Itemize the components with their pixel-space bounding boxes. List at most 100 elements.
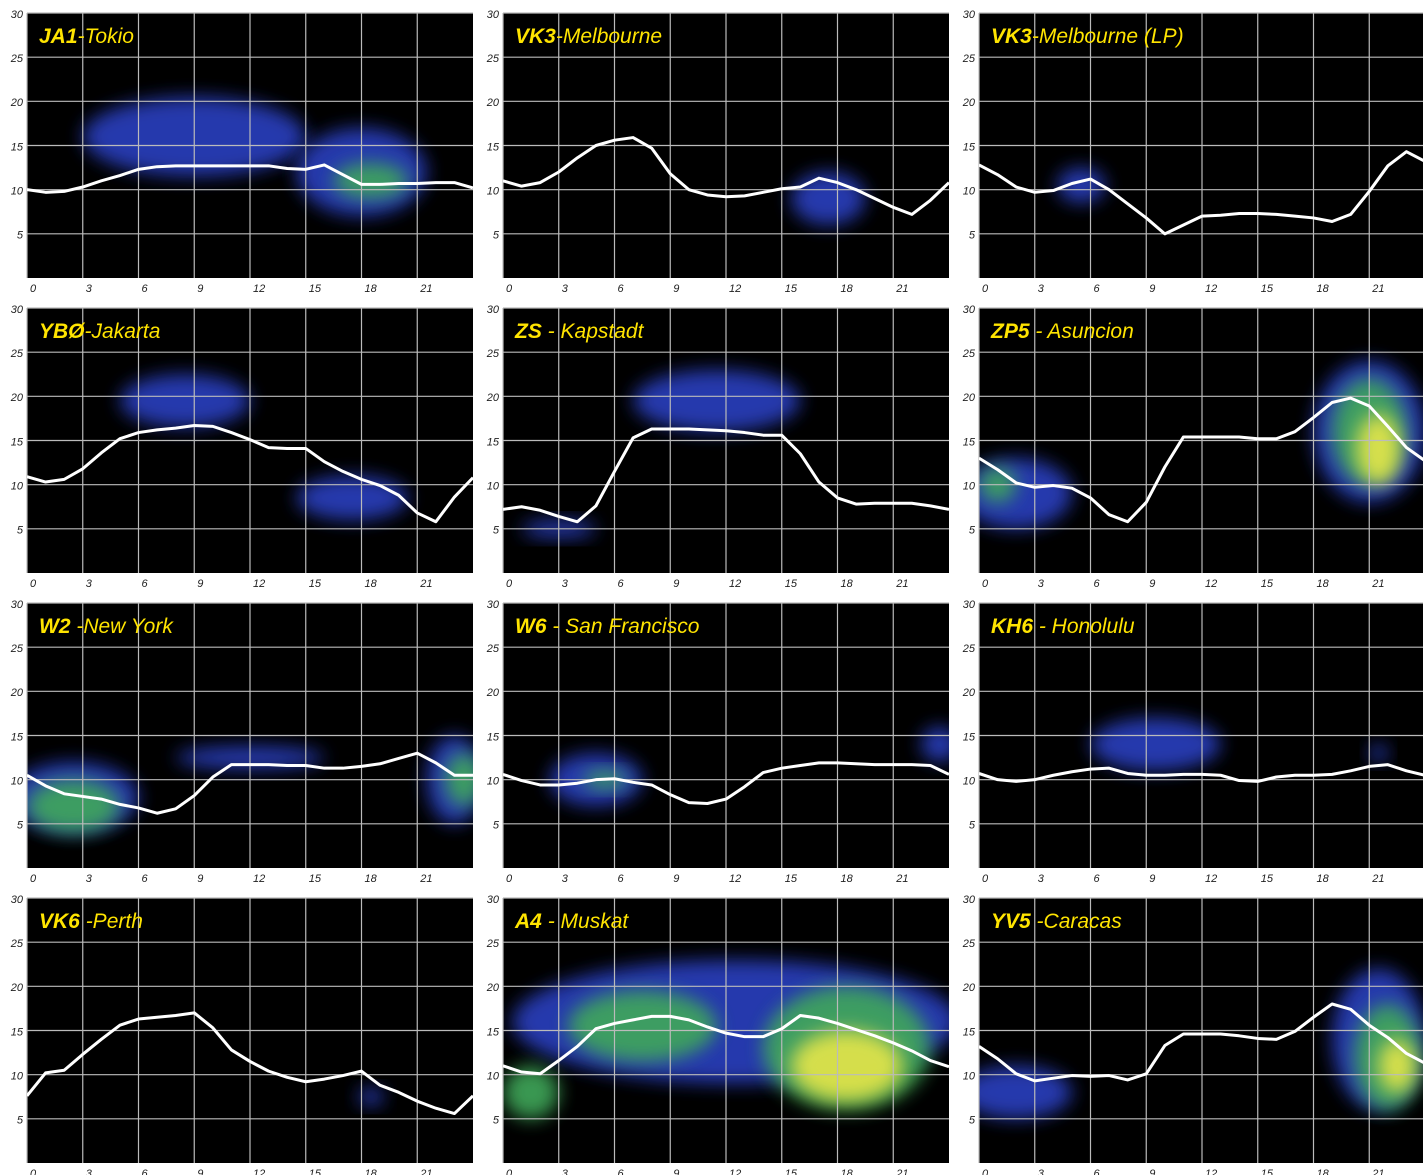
y-tick-label: 15 <box>487 731 500 743</box>
x-tick-label: 0 <box>30 283 37 295</box>
y-tick-label: 5 <box>493 1115 500 1127</box>
x-tick-label: 12 <box>729 578 741 590</box>
x-tick-label: 0 <box>506 578 513 590</box>
y-tick-label: 20 <box>486 97 500 109</box>
line-layer <box>979 1002 1423 1083</box>
y-tick-label: 5 <box>17 230 24 242</box>
y-tick-label: 20 <box>962 687 976 699</box>
panel-title: W6 - San Francisco <box>515 615 700 638</box>
line-layer <box>503 1013 949 1076</box>
x-tick-label: 0 <box>506 1168 513 1175</box>
y-tick-label: 5 <box>969 525 976 537</box>
y-tick-label: 10 <box>11 481 24 493</box>
line-layer <box>979 150 1423 236</box>
x-tick-label: 21 <box>895 578 908 590</box>
x-tick-label: 9 <box>1149 283 1155 295</box>
muf-line <box>979 763 1423 783</box>
x-tick-label: 3 <box>86 1168 93 1175</box>
x-tick-label: 0 <box>982 578 989 590</box>
muf-line <box>979 396 1423 524</box>
x-tick-label: 6 <box>618 873 625 885</box>
heatmap-blob <box>1356 414 1401 485</box>
y-tick-label: 25 <box>10 643 24 655</box>
panel-title: VK6 -Perth <box>39 910 143 933</box>
x-tick-label: 12 <box>253 873 265 885</box>
x-tick-label: 3 <box>562 1168 569 1175</box>
x-tick-label: 6 <box>618 283 625 295</box>
y-tick-label: 15 <box>487 436 500 448</box>
line-layer <box>503 761 949 806</box>
y-tick-label: 30 <box>487 894 500 906</box>
x-tick-label: 3 <box>1038 578 1045 590</box>
x-tick-label: 18 <box>365 578 378 590</box>
x-tick-label: 0 <box>982 283 989 295</box>
y-tick-label: 20 <box>486 392 500 404</box>
panel-title: ZP5 - Asuncion <box>990 320 1134 343</box>
y-tick-label: 5 <box>17 1115 24 1127</box>
x-tick-label: 21 <box>419 873 432 885</box>
y-tick-label: 10 <box>11 776 24 788</box>
muf-line <box>979 150 1423 236</box>
heatmap-blob <box>503 1065 559 1119</box>
panel-title: VK3-Melbourne <box>515 25 662 48</box>
heatmap-blob <box>1057 167 1106 203</box>
x-tick-label: 3 <box>86 578 93 590</box>
y-tick-label: 10 <box>11 186 24 198</box>
y-tick-label: 20 <box>10 687 24 699</box>
x-tick-label: 12 <box>729 1168 741 1175</box>
panel: 5 10 15 20 25 30 0 3 6 9 12 15 18 21 YV5 -Caracas <box>962 894 1423 1175</box>
callsign: ZS <box>514 320 542 343</box>
line-layer <box>979 763 1423 783</box>
x-tick-label: 21 <box>895 1168 908 1175</box>
y-tick-label: 30 <box>11 599 24 611</box>
line-layer <box>27 751 473 815</box>
panel: 5 10 15 20 25 30 0 3 6 9 12 15 18 21 VK3-Melbourne (LP… <box>962 9 1423 295</box>
panel: 5 10 15 20 25 30 0 3 6 9 12 15 18 21 ZP5 - Asuncion <box>962 304 1423 590</box>
y-tick-label: 25 <box>962 53 976 65</box>
heatmap <box>1090 717 1388 771</box>
location: -Tokio <box>78 25 135 48</box>
panel: 5 10 15 20 25 30 0 3 6 9 12 15 18 21 ZS - Kapstadt <box>486 304 949 590</box>
y-tick-label: 10 <box>11 1071 24 1083</box>
y-tick-label: 15 <box>11 1026 24 1038</box>
y-tick-label: 30 <box>963 304 976 316</box>
muf-line <box>503 136 949 216</box>
x-tick-label: 21 <box>419 283 432 295</box>
x-tick-label: 12 <box>1205 283 1217 295</box>
y-tick-label: 5 <box>493 230 500 242</box>
x-tick-label: 15 <box>1261 578 1274 590</box>
location: -Melbourne (LP) <box>1032 25 1184 48</box>
y-tick-label: 25 <box>486 643 500 655</box>
callsign: ZP5 <box>990 320 1030 343</box>
y-tick-label: 20 <box>10 982 24 994</box>
x-tick-label: 6 <box>1094 578 1101 590</box>
location: -Perth <box>80 910 143 933</box>
panel-title: A4 - Muskat <box>514 910 629 933</box>
x-tick-label: 15 <box>785 873 798 885</box>
heatmap-blob <box>333 163 408 199</box>
y-tick-label: 30 <box>11 304 24 316</box>
y-tick-label: 25 <box>486 938 500 950</box>
x-tick-label: 6 <box>142 578 149 590</box>
x-tick-label: 21 <box>419 578 432 590</box>
y-tick-label: 15 <box>487 141 500 153</box>
panel-title: ZS - Kapstadt <box>514 320 645 343</box>
y-tick-label: 25 <box>962 348 976 360</box>
x-tick-label: 0 <box>30 873 37 885</box>
panel-title: KH6 - Honolulu <box>991 615 1135 638</box>
x-tick-label: 0 <box>982 873 989 885</box>
heatmap-blob <box>357 1087 384 1106</box>
y-tick-label: 15 <box>963 1026 976 1038</box>
heatmap-blob <box>1369 744 1388 763</box>
y-tick-label: 25 <box>486 348 500 360</box>
x-tick-label: 15 <box>1261 283 1274 295</box>
heatmap-blob <box>979 458 1072 529</box>
y-tick-label: 20 <box>962 982 976 994</box>
callsign: VK3 <box>991 25 1032 48</box>
y-tick-label: 25 <box>10 938 24 950</box>
callsign: W2 <box>39 615 71 638</box>
x-tick-label: 18 <box>841 578 854 590</box>
x-tick-label: 3 <box>1038 283 1045 295</box>
line-layer <box>979 396 1423 524</box>
y-tick-label: 20 <box>10 392 24 404</box>
